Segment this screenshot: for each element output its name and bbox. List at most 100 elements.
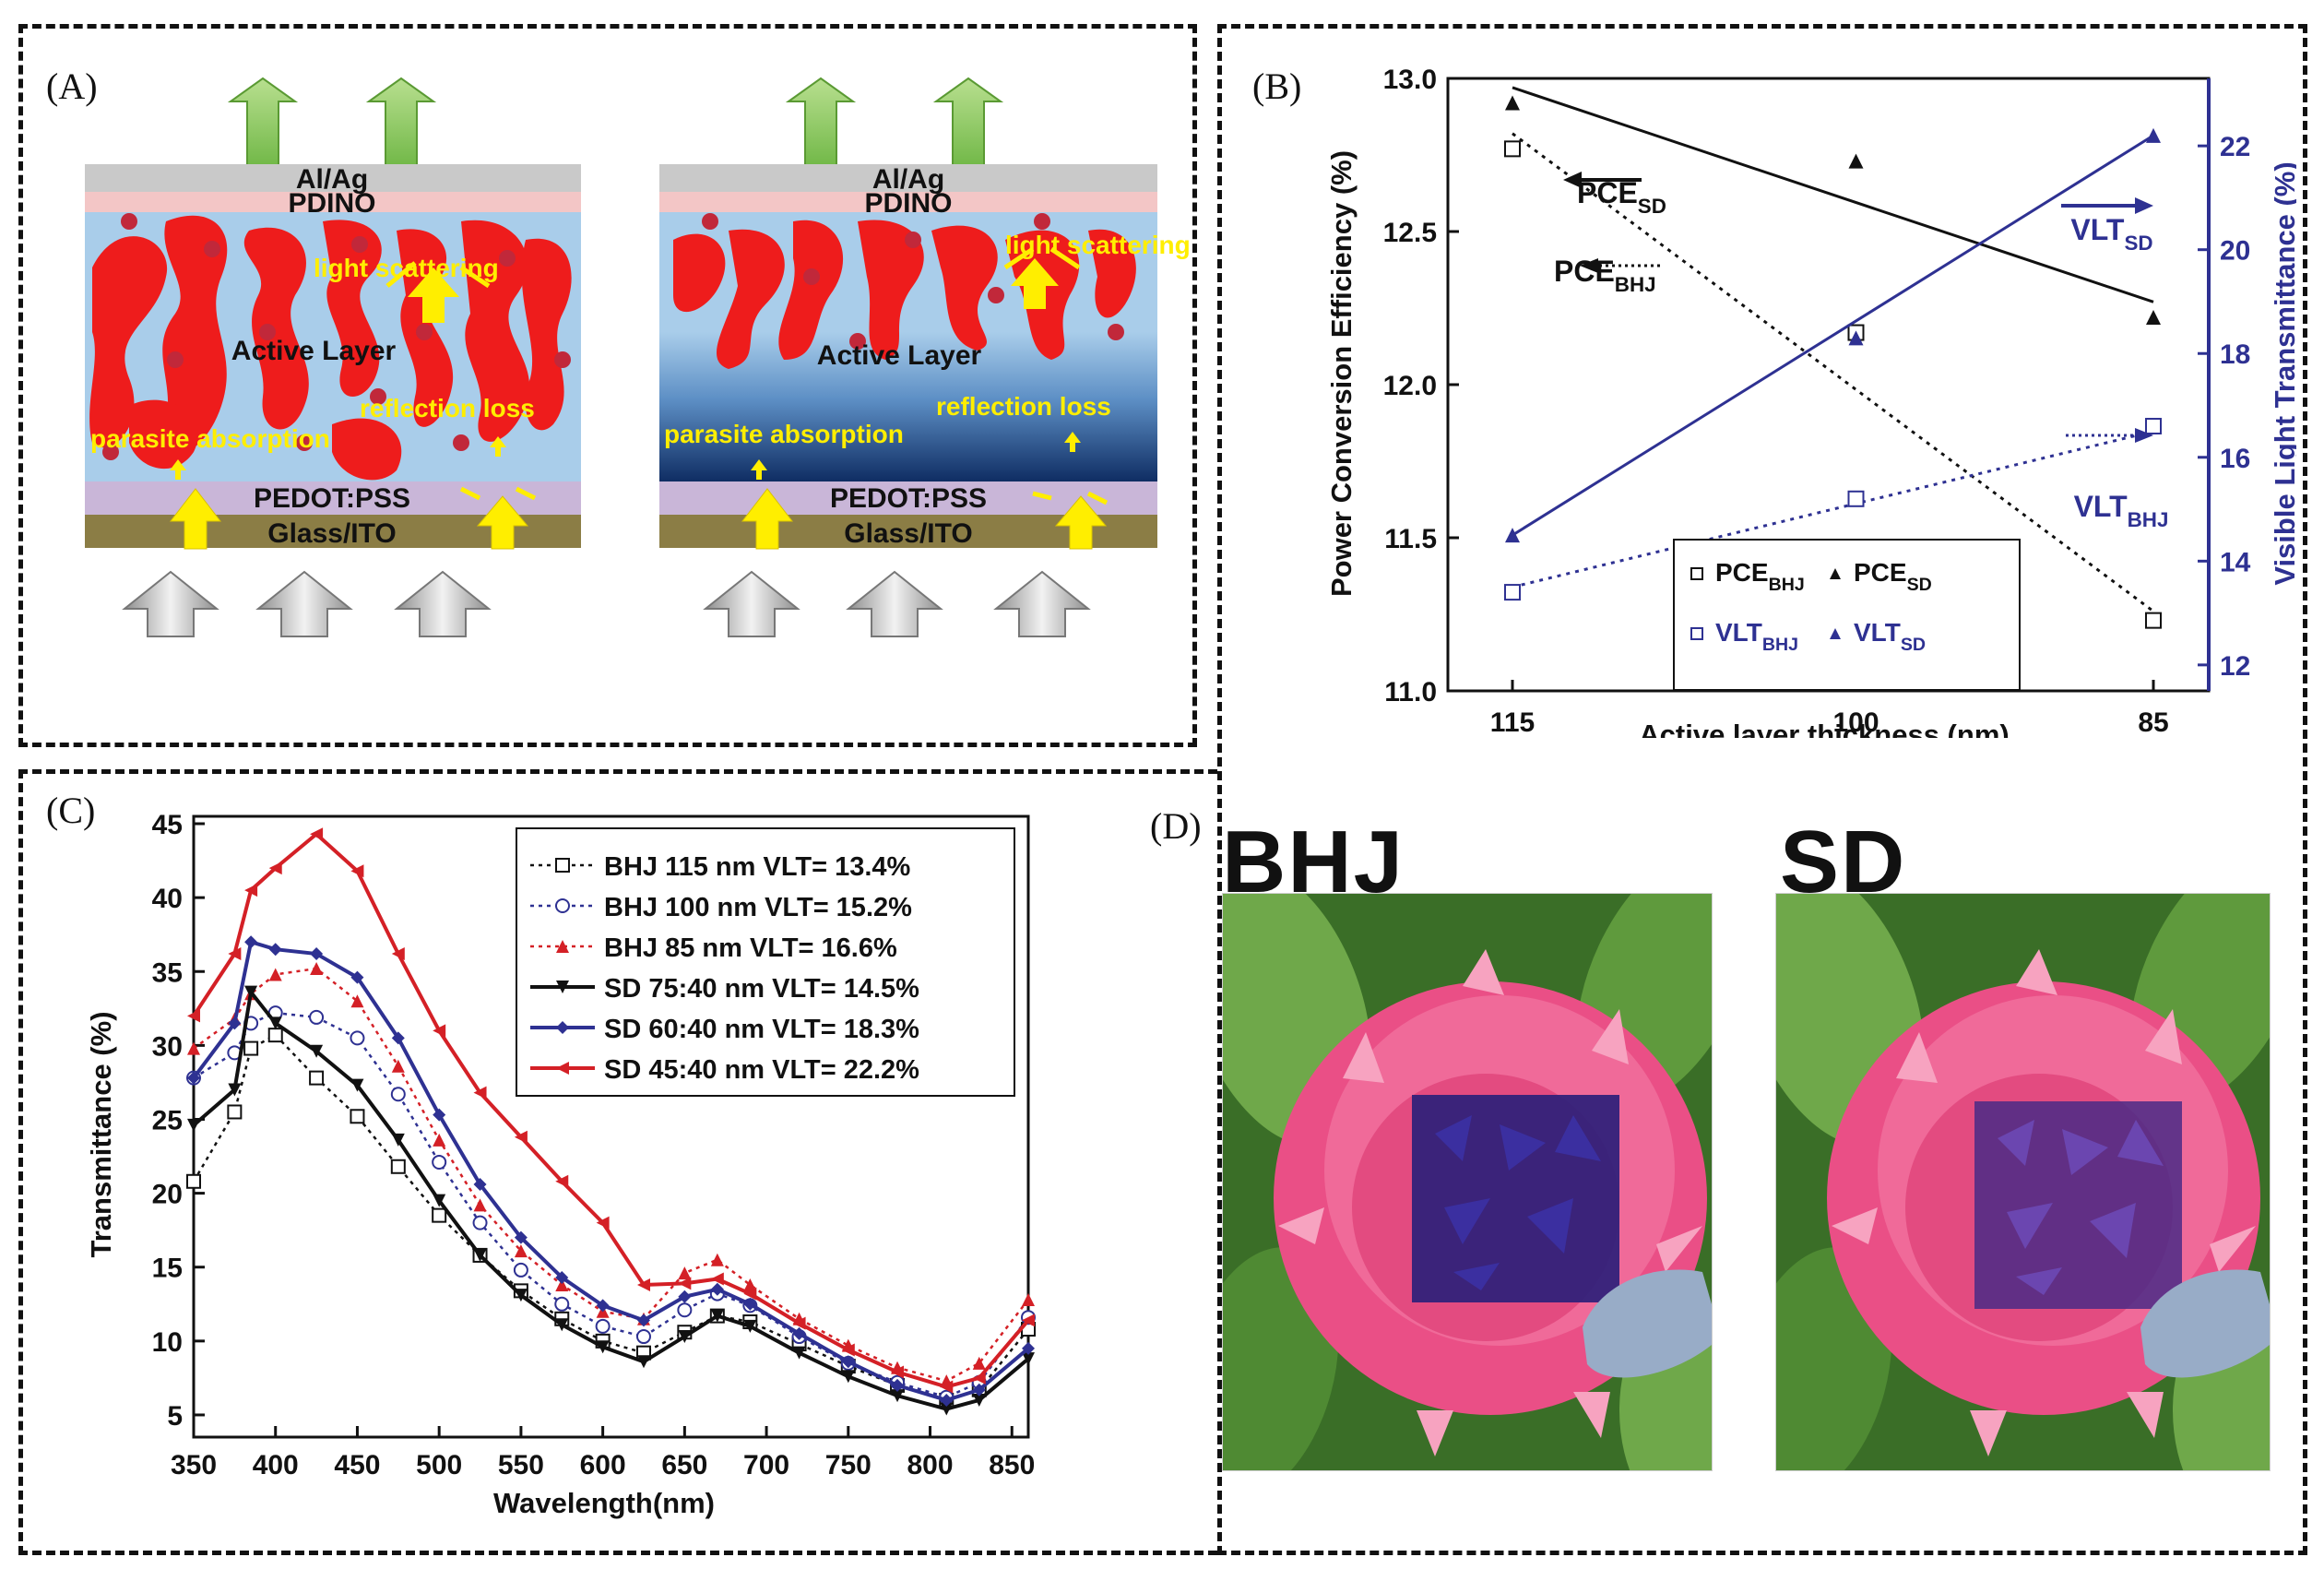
y-axis-label: Transmittance (%)	[85, 1011, 117, 1257]
data-point	[710, 1272, 724, 1286]
series-line	[192, 831, 1030, 1389]
y-tick-label: 20	[152, 1180, 183, 1210]
annotation: reflection loss	[360, 394, 535, 422]
data-point	[187, 1118, 200, 1132]
data-point	[432, 1154, 447, 1170]
grey-up-arrow-icon	[255, 570, 353, 637]
legend-marker	[555, 898, 570, 913]
x-tick-label: 600	[580, 1450, 626, 1480]
arrowhead	[2135, 197, 2153, 214]
data-point	[309, 1070, 325, 1086]
data-point	[555, 1318, 569, 1332]
legend-entry: BHJ 115 nm VLT= 13.4%	[604, 852, 911, 882]
y-tick-label: 40	[152, 884, 183, 914]
layer-label: Glass/ITO	[267, 518, 397, 549]
data-point	[743, 1297, 757, 1311]
y-tick-label: 12.0	[1383, 371, 1437, 401]
data-point	[891, 1389, 905, 1403]
data-point	[636, 1313, 650, 1327]
data-point	[391, 1059, 405, 1073]
legend-entry: VLTBHJ	[1715, 618, 1798, 655]
data-point	[792, 1326, 806, 1340]
data-point	[228, 947, 242, 961]
data-point	[2146, 309, 2161, 325]
data-point	[940, 1402, 954, 1416]
y2-tick-label: 20	[2220, 236, 2250, 267]
y-tick-label: 12.5	[1383, 218, 1437, 248]
metal-layer	[85, 164, 581, 192]
left-device: Al/Ag PDINO Active Layer PEDOT:PSS Glass…	[85, 77, 581, 637]
data-point	[2145, 612, 2162, 629]
right-device: Al/Ag PDINO Active Layer PEDOT:PSS Glass…	[659, 77, 1190, 637]
data-point	[841, 1343, 855, 1357]
x-axis-label: Wavelength(nm)	[493, 1487, 715, 1519]
yellow-small-arrow-icon	[490, 436, 506, 457]
y-tick-label: 11.5	[1384, 524, 1437, 554]
data-point	[1022, 1341, 1035, 1355]
green-arrow-icon	[932, 77, 1004, 190]
data-point	[310, 947, 324, 961]
data-point	[390, 1087, 406, 1102]
data-point	[1505, 95, 1520, 111]
data-point	[514, 1244, 528, 1258]
svg-text:light scattering: light scattering	[1005, 231, 1190, 259]
data-point	[514, 1289, 528, 1302]
legend-marker	[556, 940, 569, 953]
data-point	[228, 1016, 242, 1030]
legend-marker	[1830, 628, 1841, 639]
svg-text:Al/Ag: Al/Ag	[872, 164, 944, 195]
x-tick-label: 700	[743, 1450, 789, 1480]
data-point	[1022, 1313, 1035, 1327]
panel-b-chart: 11.0 11.5 12.0 12.5 13.0 12 14 16 18 20 22 115 100 85…	[1325, 65, 2296, 738]
data-point	[1848, 330, 1864, 346]
y-tick-label: 13.0	[1383, 65, 1437, 95]
annotation-pce-sd: PCESD	[1577, 176, 1666, 218]
arrowhead	[1563, 172, 1582, 188]
panel-a-label: (A)	[46, 65, 98, 107]
panel-c-label: (C)	[46, 790, 96, 831]
data-point	[1505, 528, 1520, 543]
data-point	[1847, 490, 1865, 507]
svg-text:parasite absorption: parasite absorption	[664, 420, 904, 448]
data-point	[433, 1024, 446, 1038]
series-line	[193, 967, 1029, 1383]
legend-marker	[555, 858, 570, 873]
acceptor-dots	[102, 213, 571, 460]
svg-text:PDINO: PDINO	[864, 188, 952, 219]
data-point	[268, 968, 282, 981]
data-point	[350, 1030, 365, 1046]
data-point	[554, 1296, 570, 1312]
data-point	[244, 935, 258, 949]
data-point	[433, 1133, 446, 1147]
data-point	[555, 1174, 569, 1188]
x-tick-label: 115	[1490, 707, 1535, 738]
data-point	[595, 1318, 611, 1334]
data-point	[243, 1040, 259, 1056]
x-axis-label: Active layer thickness (nm)	[1639, 719, 2009, 738]
data-point	[350, 970, 364, 984]
x-tick-label: 450	[334, 1450, 380, 1480]
legend-box	[516, 827, 1015, 1097]
legend-entry: BHJ 85 nm VLT= 16.6%	[604, 933, 897, 963]
fit-line-pce-sd	[1512, 86, 2154, 303]
series-line	[192, 987, 1030, 1411]
data-point	[555, 1278, 569, 1291]
data-point	[792, 1316, 806, 1330]
data-point	[391, 947, 405, 961]
layer-label: PEDOT:PSS	[254, 483, 410, 514]
data-point	[267, 1028, 283, 1043]
y-tick-label: 11.0	[1384, 677, 1437, 707]
data-point	[1022, 1292, 1035, 1306]
data-point	[1504, 140, 1521, 158]
data-point	[678, 1277, 692, 1290]
svg-text:reflection loss: reflection loss	[936, 392, 1111, 421]
data-point	[310, 827, 324, 841]
data-point	[841, 1370, 855, 1384]
y2-tick-label: 18	[2220, 339, 2250, 370]
arrowhead	[1580, 258, 1598, 273]
svg-text:Active Layer: Active Layer	[817, 340, 982, 371]
outer-frame	[1217, 24, 2307, 1555]
y-tick-label: 30	[152, 1031, 183, 1062]
data-point	[710, 1253, 724, 1266]
data-point	[186, 1173, 201, 1189]
